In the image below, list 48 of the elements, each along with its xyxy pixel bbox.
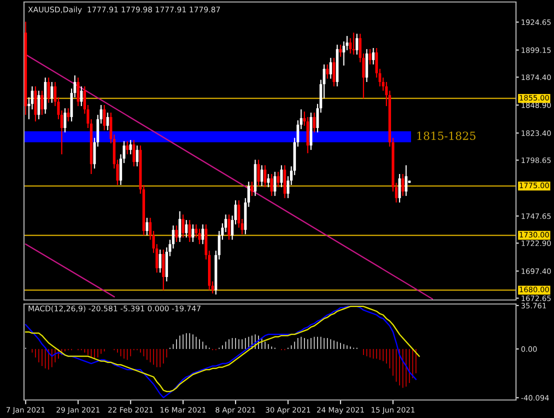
candlestick <box>182 214 184 238</box>
candlestick <box>326 64 329 80</box>
candlestick <box>276 171 280 188</box>
candlestick <box>76 77 80 107</box>
candlestick <box>66 108 70 122</box>
candlestick <box>356 33 358 56</box>
candlestick <box>198 228 201 245</box>
candlestick <box>402 173 404 196</box>
candlestick <box>178 210 182 242</box>
candlestick <box>175 224 178 242</box>
candlestick <box>129 139 132 155</box>
candlestick <box>132 139 136 167</box>
candlestick <box>136 144 138 167</box>
candlestick <box>312 112 316 133</box>
candlestick <box>257 159 260 187</box>
candlestick <box>126 140 129 155</box>
candlestick <box>267 173 270 188</box>
candlestick <box>47 77 50 104</box>
candlestick <box>398 173 401 204</box>
candlestick <box>339 44 342 58</box>
candlestick <box>146 217 148 236</box>
candlestick <box>162 249 165 291</box>
candlestick <box>372 47 375 66</box>
candlestick <box>103 104 106 131</box>
candlestick <box>228 214 230 240</box>
candlestick <box>404 164 408 196</box>
candlestick <box>264 164 266 188</box>
candlestick <box>250 181 254 196</box>
band-label: 1815-1825 <box>417 132 476 140</box>
candlestick <box>368 48 372 66</box>
candlestick <box>158 249 162 274</box>
candlestick <box>192 224 194 242</box>
candlestick <box>332 57 336 87</box>
candlestick <box>352 32 355 56</box>
candlestick <box>106 112 109 131</box>
candlestick <box>188 219 191 242</box>
candlestick <box>37 90 40 120</box>
candlestick <box>329 57 332 80</box>
candlestick <box>270 173 273 196</box>
candlestick <box>201 224 204 245</box>
candlestick <box>80 86 83 107</box>
candlestick <box>274 171 276 196</box>
candlestick <box>64 108 66 133</box>
candlestick <box>280 164 283 188</box>
candlestick <box>50 81 54 104</box>
candlestick <box>185 219 188 238</box>
candlestick <box>260 164 264 187</box>
candlestick <box>40 90 44 116</box>
